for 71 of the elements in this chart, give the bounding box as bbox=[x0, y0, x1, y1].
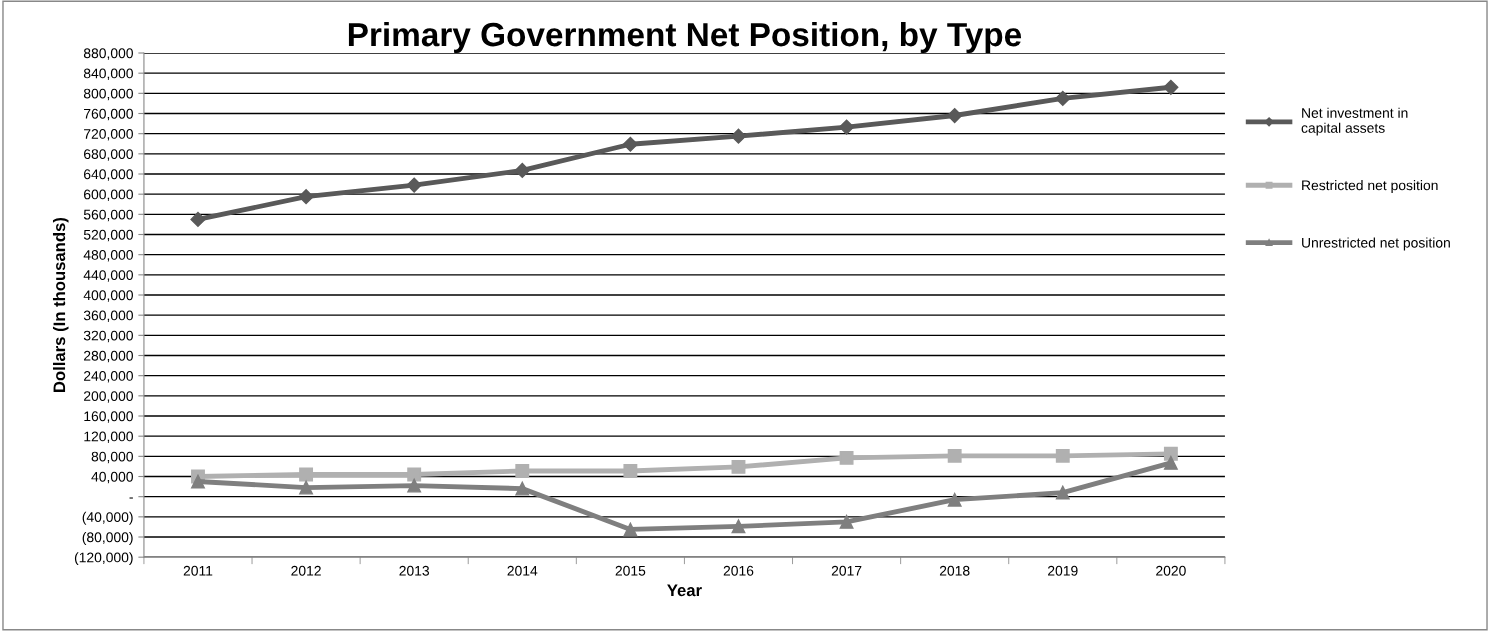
x-tick-label: 2017 bbox=[831, 565, 862, 576]
y-tick-label: 80,000 bbox=[91, 451, 133, 464]
x-tick-label: 2016 bbox=[723, 565, 754, 576]
point bbox=[947, 448, 962, 463]
point bbox=[731, 459, 746, 474]
y-tick-label: 880,000 bbox=[83, 48, 133, 60]
point bbox=[299, 467, 314, 482]
y-tick-label: 160,000 bbox=[84, 411, 133, 423]
y-tick-label: 760,000 bbox=[84, 108, 133, 121]
y-tick-label: 680,000 bbox=[84, 149, 133, 161]
point bbox=[407, 467, 422, 482]
x-tick-label: 2013 bbox=[399, 565, 430, 576]
point bbox=[298, 189, 314, 205]
point bbox=[947, 492, 962, 507]
y-tick-label: 720,000 bbox=[84, 129, 133, 141]
point bbox=[299, 480, 314, 495]
point bbox=[839, 514, 854, 529]
y-tick-label: 280,000 bbox=[84, 350, 133, 363]
y-tick-label: (40,000) bbox=[82, 511, 133, 525]
point bbox=[514, 162, 530, 179]
y-tick-label: (120,000) bbox=[74, 552, 133, 566]
chart-title: Primary Government Net Position, by Type bbox=[348, 21, 1022, 53]
legend-label: Net investment in capital assets bbox=[1301, 107, 1408, 136]
point bbox=[623, 464, 638, 478]
point bbox=[407, 478, 422, 493]
x-tick-label: 2020 bbox=[1156, 565, 1186, 576]
point bbox=[515, 481, 530, 496]
point bbox=[1055, 485, 1070, 500]
point bbox=[731, 519, 746, 534]
y-tick-label: 40,000 bbox=[91, 471, 133, 484]
x-tick-label: 2011 bbox=[183, 565, 213, 576]
point bbox=[622, 136, 638, 152]
y-tick-label: 840,000 bbox=[83, 68, 133, 80]
point bbox=[406, 177, 422, 193]
y-tick-label: 400,000 bbox=[83, 290, 133, 302]
x-tick-label: 2018 bbox=[939, 565, 970, 576]
y-tick-label: 640,000 bbox=[84, 169, 133, 181]
point bbox=[947, 107, 963, 124]
x-tick-label: 2014 bbox=[507, 565, 538, 576]
legend-label: Unrestricted net position bbox=[1302, 237, 1450, 251]
y-tick-label: 200,000 bbox=[84, 391, 133, 403]
y-tick-label: 240,000 bbox=[84, 371, 133, 383]
y-axis-title: Dollars (In thousands) bbox=[52, 217, 69, 392]
y-tick-label: 320,000 bbox=[83, 330, 133, 343]
point bbox=[839, 119, 855, 135]
y-tick-label: 520,000 bbox=[83, 229, 133, 242]
point bbox=[191, 474, 205, 489]
y-tick-label: 440,000 bbox=[83, 270, 133, 282]
point bbox=[190, 211, 206, 227]
point bbox=[1055, 90, 1071, 106]
y-tick-label: 600,000 bbox=[84, 189, 133, 201]
x-tick-label: 2012 bbox=[291, 565, 321, 576]
y-tick-label: 360,000 bbox=[83, 310, 133, 322]
y-tick-label: - bbox=[129, 497, 133, 499]
point bbox=[1163, 455, 1178, 470]
point bbox=[1055, 448, 1070, 463]
y-tick-label: 480,000 bbox=[83, 250, 133, 262]
x-tick-label: 2015 bbox=[615, 565, 646, 576]
y-tick-label: 800,000 bbox=[83, 88, 133, 101]
point bbox=[515, 464, 530, 478]
x-tick-label: 2019 bbox=[1048, 565, 1078, 576]
x-axis-title: Year bbox=[667, 584, 702, 597]
point bbox=[1163, 79, 1179, 95]
y-tick-label: (80,000) bbox=[82, 531, 133, 545]
point bbox=[839, 450, 854, 465]
point bbox=[730, 128, 747, 144]
legend-label: Restricted net position bbox=[1302, 180, 1438, 193]
y-tick-label: 560,000 bbox=[83, 209, 133, 222]
point bbox=[1163, 446, 1178, 461]
y-tick-label: 120,000 bbox=[84, 431, 133, 443]
point bbox=[623, 522, 638, 537]
